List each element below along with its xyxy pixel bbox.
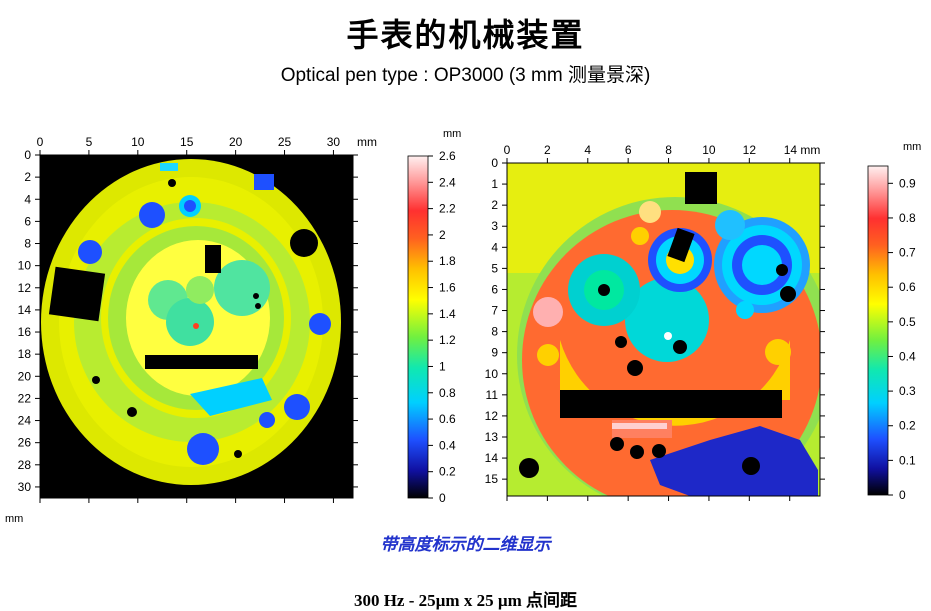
left-map-y-tick-label: 30 xyxy=(18,480,32,494)
left-map-y-tick-label: 28 xyxy=(18,458,32,472)
left-map-y-tick-label: 2 xyxy=(24,170,31,184)
left-map-y-tick-label: 6 xyxy=(24,214,31,228)
right-map-y-tick-label: 6 xyxy=(491,282,498,296)
left-colorbar-tick-label: 1.8 xyxy=(439,254,456,268)
left-colorbar-tick-label: 2 xyxy=(439,228,446,242)
right-map-x-tick-label: 12 xyxy=(743,143,757,157)
right-colorbar-tick-label: 0.3 xyxy=(899,384,916,398)
right-map-y-tick-label: 11 xyxy=(486,388,499,402)
right-map-y-tick-label: 2 xyxy=(491,198,498,212)
right-colorbar-tick-label: 0.1 xyxy=(899,453,916,467)
left-map-y-tick-label: 26 xyxy=(18,436,32,450)
left-colorbar-tick-label: 2.4 xyxy=(439,175,456,189)
right-map-x-tick-label: 2 xyxy=(544,143,551,157)
left-colorbar-tick-label: 1.6 xyxy=(439,281,456,295)
left-map-x-tick-label: 20 xyxy=(229,135,243,149)
right-colorbar-tick-label: 0.5 xyxy=(899,315,916,329)
left-colorbar-tick-label: 1.4 xyxy=(439,307,456,321)
right-map-y-tick-label: 1 xyxy=(491,177,498,191)
left-map-x-tick-label: 30 xyxy=(327,135,341,149)
left-map-x-tick-label: 5 xyxy=(86,135,93,149)
left-map-y-tick-label: 8 xyxy=(24,237,31,251)
left-colorbar-tick-label: 0.2 xyxy=(439,465,456,479)
left-colorbar-tick-label: 0.4 xyxy=(439,438,456,452)
page-subtitle: Optical pen type : OP3000 (3 mm 测量景深) xyxy=(280,65,651,86)
left-colorbar-tick-label: 0.6 xyxy=(439,412,456,426)
left-map-y-tick-label: 22 xyxy=(18,391,32,405)
left-colorbar-ticks: 0 0.2 0.4 0.6 0.8 1 1.2 1.4 1.6 1.8 2 2.2 2.4 2.6 xyxy=(428,149,456,505)
left-map-y-tick-label: 10 xyxy=(18,259,32,273)
left-map-x-tick-label: 25 xyxy=(278,135,292,149)
right-map-y-tick-label: 10 xyxy=(485,367,499,381)
left-colorbar-tick-label: 0.8 xyxy=(439,386,456,400)
page-title: 手表的机械装置 xyxy=(346,16,585,54)
right-map-y-tick-label: 15 xyxy=(485,472,499,486)
left-map-y-tick-label: 20 xyxy=(18,369,32,383)
right-map-y-tick-label: 0 xyxy=(491,156,498,170)
left-map-x-tick-label: 0 xyxy=(37,135,44,149)
right-map-x-tick-label: 8 xyxy=(665,143,672,157)
left-map-y-tick-label: 18 xyxy=(18,347,32,361)
right-colorbar xyxy=(867,165,889,496)
left-colorbar xyxy=(407,155,429,499)
left-map-x-tick-label: 10 xyxy=(131,135,145,149)
right-map-y-tick-label: 5 xyxy=(491,261,498,275)
right-map-x-tick-label: 14 mm xyxy=(784,143,821,157)
right-map-y-tick-label: 12 xyxy=(485,409,499,423)
left-map-x-tick-label: 15 xyxy=(180,135,194,149)
right-map-x-tick-label: 0 xyxy=(504,143,511,157)
right-map-y-tick-label: 9 xyxy=(491,346,498,360)
right-map-y-tick-label: 14 xyxy=(485,451,499,465)
right-height-map xyxy=(507,163,820,496)
left-colorbar-tick-label: 2.6 xyxy=(439,149,456,163)
left-map-y-tick-label: 14 xyxy=(18,303,32,317)
right-map-y-tick-label: 3 xyxy=(491,219,498,233)
left-map-y-unit: mm xyxy=(5,513,23,525)
right-colorbar-unit: mm xyxy=(903,141,921,153)
right-map-y-tick-label: 7 xyxy=(491,304,498,318)
left-map-y-tick-label: 16 xyxy=(18,325,32,339)
right-colorbar-tick-label: 0.4 xyxy=(899,349,916,363)
left-map-x-unit: mm xyxy=(357,135,377,149)
left-colorbar-tick-label: 1.2 xyxy=(439,333,456,347)
right-colorbar-tick-label: 0.8 xyxy=(899,211,916,225)
left-map-frame xyxy=(39,154,354,499)
right-map-y-tick-label: 8 xyxy=(491,325,498,339)
right-map-x-tick-label: 6 xyxy=(625,143,632,157)
right-map-y-tick-label: 4 xyxy=(491,240,498,254)
left-map-axes: 0 5 10 15 20 25 30024681012141618202224262830m… xyxy=(18,135,377,503)
right-colorbar-tick-label: 0 xyxy=(899,488,906,502)
left-colorbar-tick-label: 0 xyxy=(439,491,446,505)
right-map-x-tick-label: 4 xyxy=(584,143,591,157)
right-map-frame xyxy=(506,162,821,497)
right-colorbar-tick-label: 0.6 xyxy=(899,280,916,294)
right-colorbar-tick-label: 0.2 xyxy=(899,419,916,433)
right-colorbar-ticks: 0 0.1 0.2 0.3 0.4 0.5 0.6 0.7 0.8 0.9 xyxy=(888,176,916,502)
right-map-y-tick-label: 13 xyxy=(485,430,499,444)
left-colorbar-tick-label: 2.2 xyxy=(439,202,456,216)
left-map-y-tick-label: 4 xyxy=(24,192,31,206)
left-map-y-tick-label: 12 xyxy=(18,281,32,295)
left-map-y-tick-label: 24 xyxy=(18,414,32,428)
right-map-x-tick-label: 10 xyxy=(702,143,716,157)
right-colorbar-tick-label: 0.9 xyxy=(899,176,916,190)
left-colorbar-tick-label: 1 xyxy=(439,359,446,373)
measurement-spec: 300 Hz - 25µm x 25 µm 点间距 xyxy=(353,591,578,610)
right-colorbar-tick-label: 0.7 xyxy=(899,246,916,260)
left-map-y-tick-label: 0 xyxy=(24,148,31,162)
figure-caption: 带高度标示的二维显示 xyxy=(380,535,551,555)
left-colorbar-unit: mm xyxy=(443,128,461,140)
left-height-map xyxy=(40,155,353,498)
